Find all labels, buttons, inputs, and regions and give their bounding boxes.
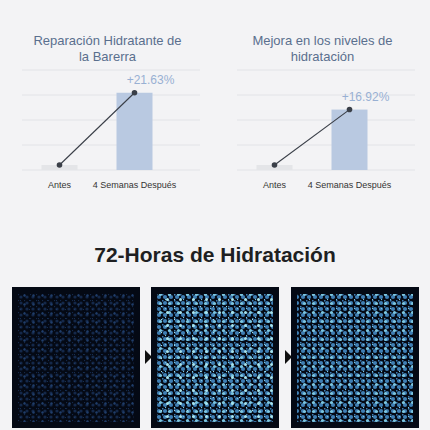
grid-line <box>22 145 200 146</box>
grid-line <box>22 95 200 96</box>
point <box>57 162 63 168</box>
point <box>132 90 138 96</box>
canvas: Reparación Hidratante dela Barerra Antes 4… <box>0 0 430 430</box>
grid-line <box>237 145 415 146</box>
connector-line <box>60 93 135 165</box>
category-label: 4 Semanas Después <box>308 180 392 190</box>
image-bg <box>291 287 419 428</box>
category-label: 4 Semanas Después <box>93 180 177 190</box>
chart-panel: Reparación Hidratante dela Barerra Antes 4… <box>22 33 200 190</box>
image-texture <box>297 294 413 422</box>
image-bg <box>151 287 279 428</box>
chart-title: Mejora en los niveles dehidratación <box>252 33 392 64</box>
image-texture <box>157 294 273 422</box>
point <box>347 107 353 113</box>
heading: 72-Horas de Hidratación <box>94 243 336 266</box>
title-line: Reparación Hidratante de <box>33 33 181 48</box>
image-bg <box>12 287 140 428</box>
image-texture <box>157 294 273 422</box>
title-line: Mejora en los niveles de <box>252 33 392 48</box>
category-label: Antes <box>48 180 72 190</box>
image-texture <box>157 294 273 422</box>
arrow <box>145 350 152 364</box>
title-line: hidratación <box>291 49 355 64</box>
chart-title: Reparación Hidratante dela Barerra <box>33 33 181 64</box>
annotation: +21.63% <box>127 73 175 87</box>
grid-line <box>22 120 200 121</box>
title-line: la Barerra <box>79 49 137 64</box>
grid-line <box>237 70 415 71</box>
connector-line <box>275 110 350 165</box>
marks <box>42 90 153 170</box>
annotation: +16.92% <box>342 90 390 104</box>
micro-image <box>151 287 279 428</box>
arrow <box>285 350 292 364</box>
marks <box>257 107 368 170</box>
grid-line <box>237 120 415 121</box>
image-texture <box>297 294 413 422</box>
micro-image <box>291 287 419 428</box>
grid-line <box>22 70 200 71</box>
chart-panel: Mejora en los niveles dehidratación Antes… <box>237 33 415 190</box>
point <box>272 162 278 168</box>
image-texture <box>18 294 134 422</box>
category-label: Antes <box>263 180 287 190</box>
image-texture <box>18 294 134 422</box>
micro-image <box>12 287 140 428</box>
